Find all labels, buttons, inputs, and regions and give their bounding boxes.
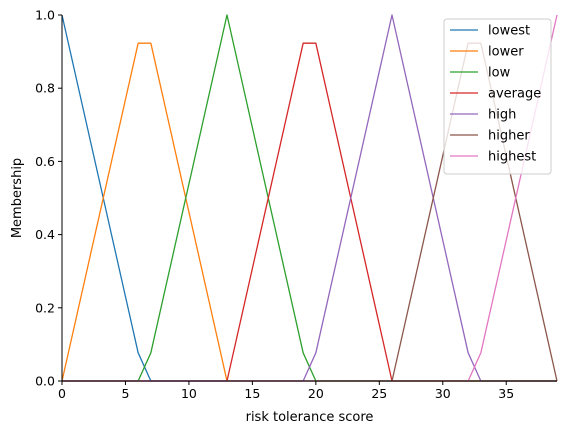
legend: lowest lower low average high higher highest: [443, 18, 552, 175]
x-tick-label: 30: [435, 386, 451, 401]
legend-label-low: low: [488, 66, 511, 81]
x-tick-label: 10: [181, 386, 197, 401]
ticks-layer: 0 5 10 15 20 25 30 35 0.0 0.2 0.4 0.6 0.8 1.0: [35, 8, 514, 402]
x-tick-label: 25: [371, 386, 387, 401]
axes-layer: [61, 15, 557, 382]
y-tick-label: 1.0: [35, 8, 55, 23]
legend-label-lower: lower: [488, 45, 524, 60]
legend-label-lowest: lowest: [488, 24, 530, 39]
y-axis-label: Membership: [10, 158, 25, 238]
y-tick-label: 0.2: [35, 300, 55, 315]
y-tick-label: 0.0: [35, 374, 55, 389]
y-tick-label: 0.6: [35, 154, 55, 169]
x-axis-label: risk tolerance score: [246, 410, 374, 425]
legend-label-high: high: [488, 108, 516, 123]
y-tick-label: 0.8: [35, 81, 55, 96]
x-tick-label: 15: [244, 386, 260, 401]
legend-label-average: average: [488, 87, 541, 102]
y-tick-label: 0.4: [35, 227, 55, 242]
x-tick-label: 0: [58, 386, 66, 401]
x-tick-label: 35: [498, 386, 514, 401]
x-tick-label: 5: [121, 386, 129, 401]
legend-label-highest: highest: [488, 150, 536, 165]
legend-label-higher: higher: [488, 129, 530, 144]
x-tick-label: 20: [308, 386, 324, 401]
